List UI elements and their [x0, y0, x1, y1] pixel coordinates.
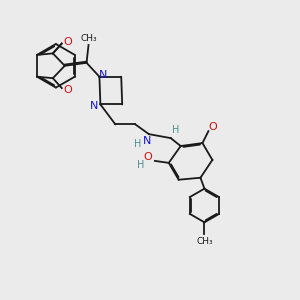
Text: H: H: [134, 139, 142, 149]
Text: O: O: [63, 37, 72, 46]
Text: N: N: [99, 70, 108, 80]
Text: CH₃: CH₃: [80, 34, 97, 43]
Text: N: N: [90, 101, 99, 111]
Text: H: H: [172, 125, 179, 135]
Text: N: N: [143, 136, 151, 146]
Text: H: H: [137, 160, 145, 170]
Text: CH₃: CH₃: [196, 237, 213, 246]
Text: O: O: [144, 152, 152, 162]
Text: O: O: [208, 122, 217, 132]
Text: O: O: [63, 85, 72, 95]
